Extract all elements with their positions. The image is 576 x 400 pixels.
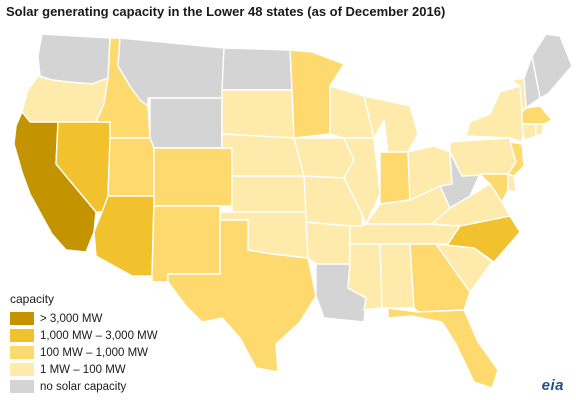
- legend-label: 1 MW – 100 MW: [40, 363, 126, 376]
- legend-item-1-100: 1 MW – 100 MW: [10, 362, 190, 377]
- state-KS: [231, 175, 307, 213]
- state-RI: [535, 123, 545, 137]
- state-WY: [149, 97, 223, 149]
- state-VT: [511, 77, 527, 113]
- us-states-map: [13, 33, 573, 389]
- state-SD: [221, 89, 295, 139]
- legend-label: > 3,000 MW: [40, 312, 103, 325]
- state-DE: [507, 173, 517, 193]
- state-OR: [21, 75, 109, 123]
- legend-item-100-1000: 100 MW – 1,000 MW: [10, 345, 190, 360]
- legend-label: 100 MW – 1,000 MW: [40, 346, 149, 359]
- state-AL: [379, 243, 415, 309]
- state-AZ: [93, 195, 155, 277]
- state-TN: [349, 223, 461, 245]
- map-area: [0, 26, 576, 400]
- state-NH: [523, 55, 541, 109]
- state-NM: [151, 205, 221, 283]
- state-WA: [37, 33, 111, 85]
- legend-title: capacity: [10, 292, 55, 306]
- state-IA: [293, 137, 355, 179]
- legend-label: no solar capacity: [40, 380, 127, 393]
- legend-label: 1,000 MW – 3,000 MW: [40, 329, 158, 342]
- state-MA: [521, 105, 553, 125]
- state-IN: [379, 151, 411, 205]
- state-NE: [221, 133, 305, 177]
- state-FL: [387, 307, 499, 389]
- state-UT: [107, 137, 155, 197]
- state-PA: [449, 137, 517, 177]
- legend: capacity > 3,000 MW 1,000 MW – 3,000 MW …: [10, 292, 190, 396]
- states-layer: [13, 33, 573, 389]
- state-CT: [521, 123, 537, 141]
- state-ND: [221, 47, 293, 91]
- legend-item-none: no solar capacity: [10, 379, 190, 394]
- legend-item-over-3000: > 3,000 MW: [10, 311, 190, 326]
- legend-swatch: [10, 346, 34, 359]
- state-MD: [479, 173, 509, 203]
- legend-swatch: [10, 312, 34, 325]
- state-AR: [305, 221, 351, 265]
- state-NY: [465, 85, 525, 143]
- legend-swatch: [10, 329, 34, 342]
- state-TX: [167, 219, 317, 373]
- eia-logo: eia: [541, 377, 564, 394]
- legend-swatch: [10, 363, 34, 376]
- state-CO: [153, 147, 233, 207]
- state-IL: [343, 137, 381, 225]
- map-title: Solar generating capacity in the Lower 4…: [6, 4, 446, 19]
- legend-item-1000-3000: 1,000 MW – 3,000 MW: [10, 328, 190, 343]
- state-ME: [531, 33, 573, 99]
- legend-swatch: [10, 380, 34, 393]
